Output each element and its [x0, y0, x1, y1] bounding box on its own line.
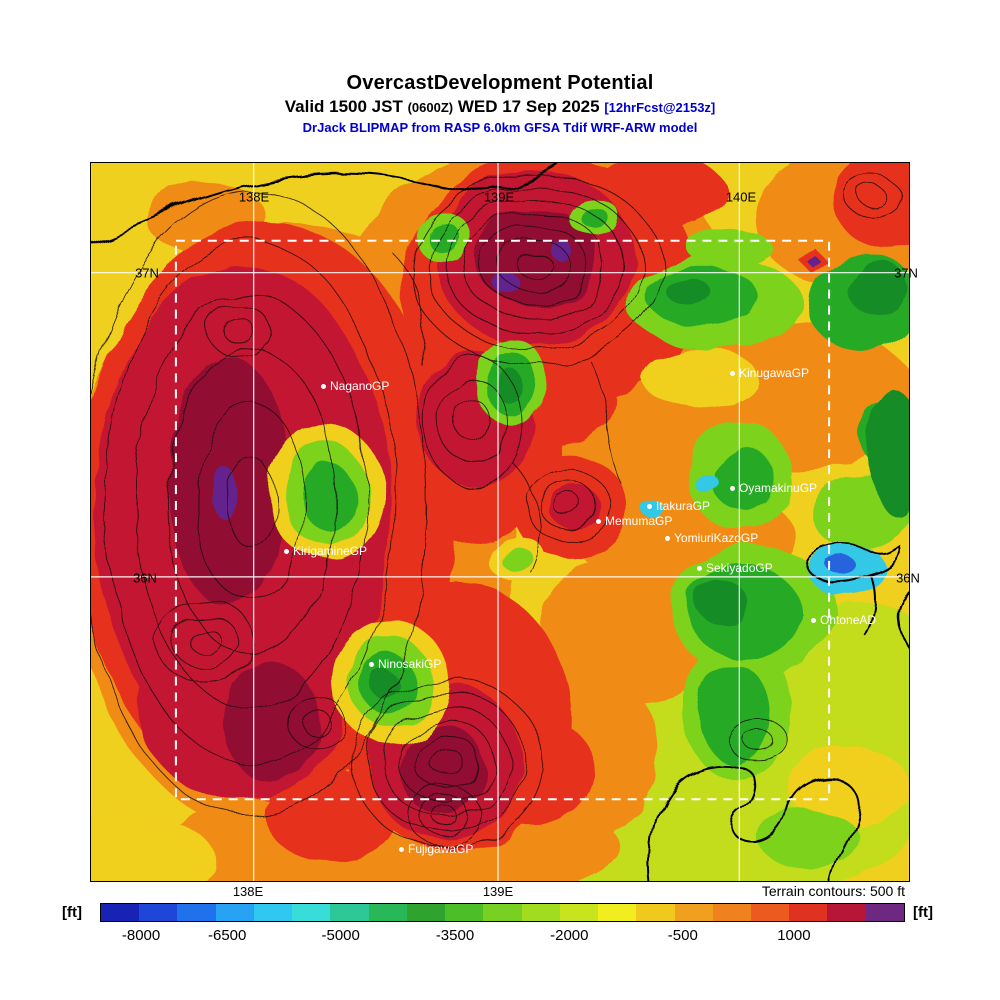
- colorbar-band: [636, 904, 675, 921]
- blipmap: 138E 139E 140E 37N 37N 36N 36N NaganoGP Kinugawa…: [90, 162, 920, 882]
- forecast-tag: [12hrFcst@2153z]: [604, 100, 716, 115]
- site-dot-icon: [647, 503, 652, 509]
- colorbar-band: [559, 904, 599, 921]
- map-overlay: 138E 139E 140E 37N 37N 36N 36N NaganoGP Kinugawa…: [91, 163, 920, 881]
- colorbar-tick: -6500: [208, 927, 247, 944]
- terrain-note: Terrain contours: 500 ft: [761, 883, 905, 899]
- valid-line: Valid 1500 JST (0600Z) WED 17 Sep 2025 […: [0, 97, 1000, 117]
- colorbar-band: [215, 904, 254, 921]
- colorbar-band: [712, 904, 751, 921]
- page-title: OvercastDevelopment Potential: [346, 72, 654, 94]
- colorbar-tick: -8000: [121, 927, 161, 944]
- lat-lon-gridlines: [91, 163, 909, 881]
- model-line: DrJack BLIPMAP from RASP 6.0km GFSA Tdif…: [302, 120, 698, 135]
- grid-label-bottom: 138E: [232, 884, 264, 899]
- site-dot-icon: [665, 535, 670, 541]
- colorbar-band: [865, 904, 904, 921]
- colorbar-wrap: [ft] [ft] -8000 -6500 -5000 -3500 -2000 -500 1…: [0, 900, 1000, 950]
- site-marker-FujigawaGP: FujigawaGP: [399, 842, 473, 856]
- grid-label: 37N: [135, 265, 159, 281]
- site-marker-SekiyadoGP: SekiyadoGP: [697, 561, 773, 575]
- colorbar-band: [521, 904, 560, 921]
- colorbar-tick: -500: [667, 927, 698, 944]
- colorbar-band: [483, 904, 522, 921]
- site-label: NaganoGP: [330, 379, 390, 393]
- colorbar-unit-right: [ft]: [913, 904, 933, 921]
- colorbar-tick: -5000: [321, 927, 360, 944]
- site-label: MemumaGP: [605, 514, 673, 528]
- colorbar: [100, 903, 905, 922]
- site-dot-icon: [697, 565, 702, 571]
- grid-label: 36N: [896, 570, 920, 586]
- site-label: OhtoneAD: [820, 613, 877, 627]
- grid-label: 138E: [238, 189, 270, 205]
- colorbar-tick: -2000: [550, 927, 589, 944]
- colorbar-band: [101, 904, 140, 921]
- blipmap-field: [91, 163, 909, 881]
- valid-zulu: (0600Z): [407, 100, 454, 115]
- grid-label: 37N: [894, 265, 918, 281]
- header: OvercastDevelopment Potential Valid 1500…: [0, 72, 1000, 135]
- site-dot-icon: [730, 485, 735, 491]
- colorbar-band: [177, 904, 216, 921]
- site-marker-KinugawaGP: KinugawaGP: [730, 366, 809, 380]
- site-label: SekiyadoGP: [706, 561, 773, 575]
- terrain-contour-lines: [91, 173, 903, 848]
- site-marker-YomiuriKazoGP: YomiuriKazoGP: [665, 531, 758, 545]
- colorbar-band: [139, 904, 178, 921]
- site-marker-OhtoneAD: OhtoneAD: [811, 613, 876, 627]
- site-label: OyamakinuGP: [739, 481, 818, 495]
- site-dot-icon: [596, 518, 601, 524]
- site-marker-MemumaGP: MemumaGP: [596, 514, 672, 528]
- colorbar-band: [406, 904, 446, 921]
- grid-label: 36N: [133, 570, 157, 586]
- site-dot-icon: [730, 370, 735, 376]
- colorbar-band: [674, 904, 713, 921]
- site-label: NinosakiGP: [378, 657, 442, 671]
- site-marker-ItakuraGP: ItakuraGP: [647, 499, 710, 513]
- site-label: FujigawaGP: [408, 842, 474, 856]
- site-marker-KirigamineGP: KirigamineGP: [284, 544, 367, 558]
- site-label: YomiuriKazoGP: [674, 531, 759, 545]
- valid-date: WED 17 Sep 2025: [453, 97, 605, 116]
- coastlines: [91, 163, 909, 881]
- region-box: [174, 239, 831, 801]
- site-marker-NinosakiGP: NinosakiGP: [369, 657, 441, 671]
- colorbar-band: [368, 904, 407, 921]
- site-dot-icon: [369, 661, 374, 667]
- site-label: KirigamineGP: [293, 544, 368, 558]
- grid-label: 140E: [725, 189, 757, 205]
- colorbar-band: [789, 904, 828, 921]
- colorbar-band: [330, 904, 369, 921]
- site-dot-icon: [321, 383, 326, 389]
- colorbar-tick: 1000: [777, 927, 811, 944]
- site-dot-icon: [399, 846, 404, 852]
- colorbar-band: [750, 904, 790, 921]
- colorbar-band: [827, 904, 866, 921]
- site-marker-OyamakinuGP: OyamakinuGP: [730, 481, 817, 495]
- colorbar-unit-left: [ft]: [62, 904, 82, 921]
- site-dot-icon: [284, 548, 289, 554]
- valid-prefix: Valid 1500 JST: [284, 97, 408, 116]
- filled-contours: [91, 163, 909, 881]
- colorbar-band: [598, 904, 637, 921]
- colorbar-band: [445, 904, 484, 921]
- site-label: ItakuraGP: [656, 499, 711, 513]
- site-label: KinugawaGP: [739, 366, 810, 380]
- grid-label: 139E: [483, 189, 515, 205]
- site-dot-icon: [811, 617, 816, 623]
- grid-label-bottom: 139E: [482, 884, 514, 899]
- colorbar-band: [253, 904, 293, 921]
- site-marker-NaganoGP: NaganoGP: [321, 379, 389, 393]
- colorbar-band: [292, 904, 331, 921]
- colorbar-tick: -3500: [435, 927, 475, 944]
